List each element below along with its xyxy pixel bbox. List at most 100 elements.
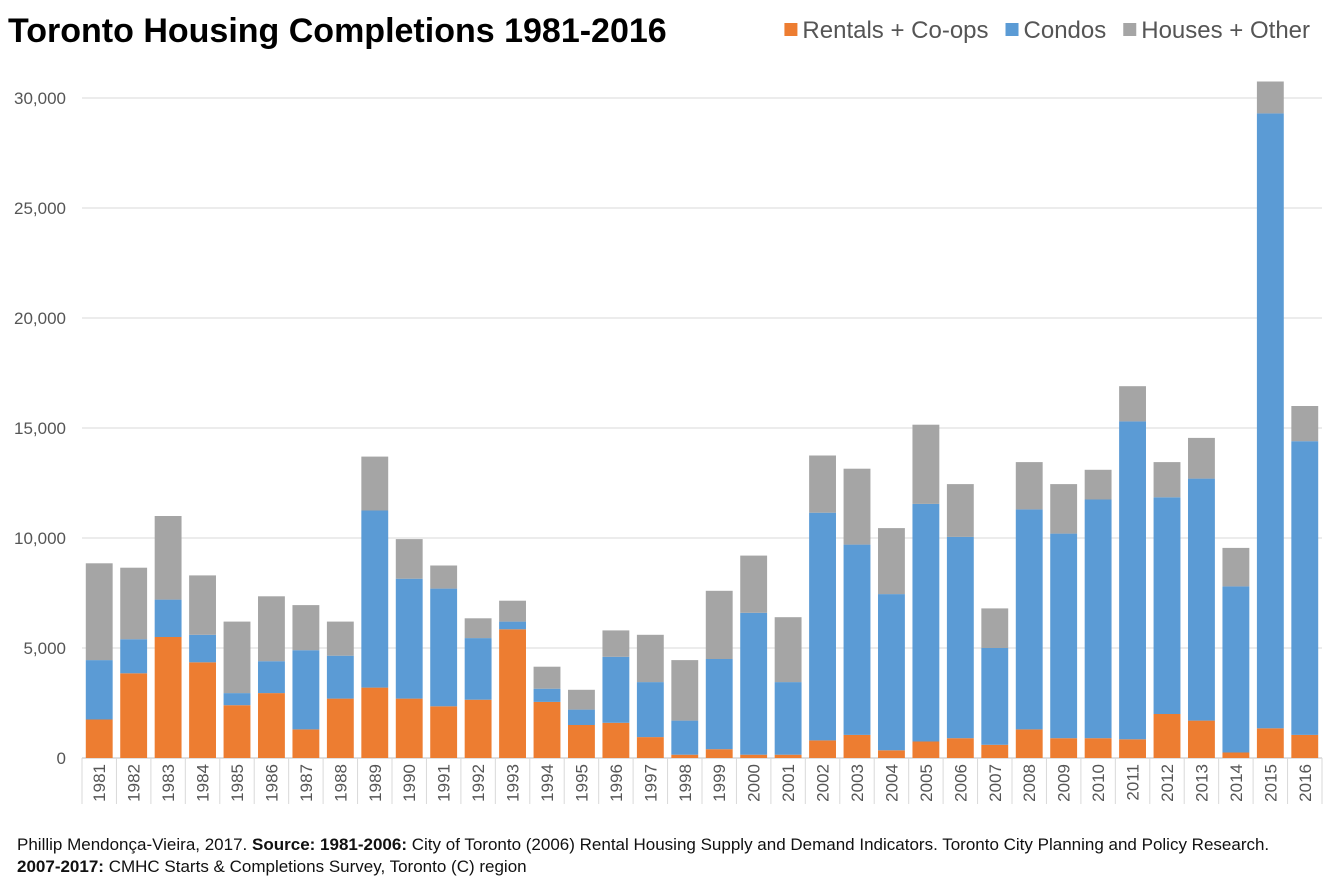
y-tick-label: 5,000 — [23, 639, 66, 658]
bar-segment — [1256, 728, 1284, 758]
bar-segment — [636, 737, 664, 758]
range2-label: 2007-2017: — [17, 857, 104, 876]
bar-segment — [912, 424, 940, 504]
bar-segment — [981, 744, 1009, 758]
grid-lines — [82, 97, 1322, 759]
range1-label: 1981-2006: — [320, 835, 408, 854]
bar-segment — [499, 600, 526, 622]
bar-segment — [946, 536, 974, 739]
x-tick-label: 1985 — [228, 764, 247, 802]
x-tick-label: 1989 — [366, 764, 385, 802]
bar-segment — [430, 565, 458, 589]
bar-segment — [843, 468, 871, 545]
bar-segment — [189, 662, 216, 758]
x-tick-label: 2000 — [745, 764, 764, 802]
source-label: Source: — [252, 835, 316, 854]
x-tick-label: 2010 — [1089, 764, 1108, 802]
y-axis: 0 5,000 10,000 15,000 20,000 25,000 30,000 — [14, 89, 66, 768]
x-tick-label: 2002 — [814, 764, 833, 802]
bar-segment — [1015, 729, 1043, 758]
bar-segment — [395, 539, 423, 579]
x-tick-label: 2011 — [1124, 764, 1143, 801]
x-tick-label: 2014 — [1227, 764, 1246, 802]
bar-segment — [326, 621, 354, 656]
bar-segment — [843, 544, 871, 735]
bar-segment — [120, 673, 148, 758]
x-tick-label: 1988 — [331, 764, 350, 802]
bar-segment — [1188, 478, 1215, 721]
x-tick-label: 2015 — [1261, 764, 1280, 802]
bar-segment — [1256, 81, 1284, 114]
bar-segment — [85, 563, 113, 661]
y-tick-label: 15,000 — [14, 419, 66, 438]
bar-segment — [981, 608, 1009, 648]
x-tick-label: 1996 — [607, 764, 626, 802]
bar-segment — [1291, 406, 1319, 442]
x-tick-label: 1984 — [194, 764, 213, 802]
bar-segment — [223, 693, 251, 706]
x-tick-label: 1994 — [538, 764, 557, 802]
bar-segment — [85, 719, 113, 758]
bar-segment — [1153, 462, 1181, 498]
x-tick-label: 2006 — [951, 764, 970, 802]
bar-segment — [568, 689, 595, 710]
bar-segment — [1256, 113, 1284, 729]
range1-text: City of Toronto (2006) Rental Housing Su… — [411, 835, 1270, 854]
bar-segment — [946, 484, 974, 537]
bar-segment — [292, 650, 320, 730]
x-tick-label: 1982 — [125, 764, 144, 802]
x-tick-label: 1990 — [400, 764, 419, 802]
source-footnote: Phillip Mendonça-Vieira, 2017. Source: 1… — [17, 834, 1297, 878]
bar-segment — [1222, 547, 1250, 587]
x-tick-label: 2005 — [917, 764, 936, 802]
legend-label: Houses + Other — [1141, 17, 1310, 44]
bar-segment — [1015, 509, 1043, 730]
bar-segment — [395, 698, 423, 758]
bar-segment — [464, 699, 492, 758]
x-tick-label: 2003 — [848, 764, 867, 802]
bar-segment — [602, 722, 630, 758]
bar-segment — [568, 725, 595, 758]
bar-segment — [740, 754, 768, 758]
bar-segment — [464, 638, 492, 700]
bar-segment — [223, 705, 251, 758]
bar-segment — [1050, 484, 1078, 534]
bar-segment — [774, 617, 802, 683]
bar-segment — [1291, 734, 1319, 758]
bar-segment — [361, 687, 389, 758]
bar-segment — [1119, 739, 1146, 758]
bar-segment — [636, 634, 664, 683]
bar-segment — [1015, 462, 1043, 510]
x-tick-label: 1987 — [297, 764, 316, 802]
x-tick-label: 1993 — [504, 764, 523, 802]
x-tick-label: 2001 — [779, 764, 798, 802]
bar-segment — [1084, 469, 1112, 500]
x-tick-label: 1981 — [90, 764, 109, 802]
bar-segment — [740, 555, 768, 613]
x-axis: 1981 1982 1983 1984 1985 1986 1987 1988 1989 1990… — [81, 758, 1323, 804]
legend-swatch — [784, 23, 798, 36]
bar-segment — [154, 637, 182, 758]
x-tick-label: 1999 — [710, 764, 729, 802]
bar-segment — [292, 729, 320, 758]
bar-segment — [912, 503, 940, 742]
bar-segment — [1222, 752, 1250, 758]
bar-segment — [878, 528, 905, 595]
bar-segment — [1188, 720, 1215, 758]
bar-segment — [533, 701, 561, 758]
x-tick-label: 1995 — [572, 764, 591, 802]
bar-segment — [602, 656, 630, 723]
bar-segment — [395, 578, 423, 699]
y-tick-label: 30,000 — [14, 89, 66, 108]
x-tick-label: 2008 — [1020, 764, 1039, 802]
bar-segment — [430, 588, 458, 707]
bar-segment — [1050, 533, 1078, 739]
chart-title: Toronto Housing Completions 1981-2016 — [8, 12, 667, 50]
x-tick-label: 2016 — [1296, 764, 1315, 802]
bar-segment — [85, 660, 113, 720]
bar-segment — [1153, 497, 1181, 714]
bar-segment — [258, 596, 285, 662]
bar-segment — [878, 750, 905, 758]
bar-segment — [981, 648, 1009, 745]
bar-segment — [705, 749, 733, 758]
